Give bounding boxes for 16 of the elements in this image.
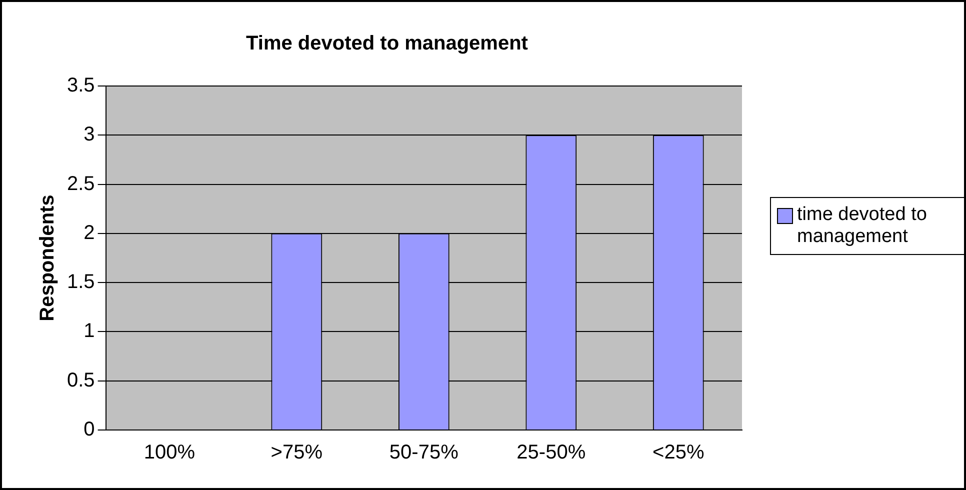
- x-tick-label: 50-75%: [389, 442, 459, 464]
- x-tick-label: <25%: [652, 442, 704, 464]
- x-tick-label: >75%: [270, 442, 323, 464]
- y-tick-label: 0: [84, 418, 95, 441]
- y-tick-label: 1.5: [66, 271, 95, 294]
- y-tick-label: 0.5: [66, 369, 95, 392]
- chart-title: Time devoted to management: [246, 32, 528, 55]
- y-tick-label: 1: [84, 320, 95, 342]
- x-tick-label: 100%: [144, 442, 196, 464]
- y-tick-label: 3.5: [66, 74, 95, 97]
- y-tick-label: 3: [84, 124, 95, 146]
- x-tick-label: 25-50%: [516, 442, 586, 464]
- y-axis-title: Respondents: [36, 194, 59, 322]
- legend-label: time devoted to management: [797, 204, 928, 248]
- y-tick-label: 2.5: [66, 172, 95, 195]
- y-tick-label: 2: [84, 222, 95, 244]
